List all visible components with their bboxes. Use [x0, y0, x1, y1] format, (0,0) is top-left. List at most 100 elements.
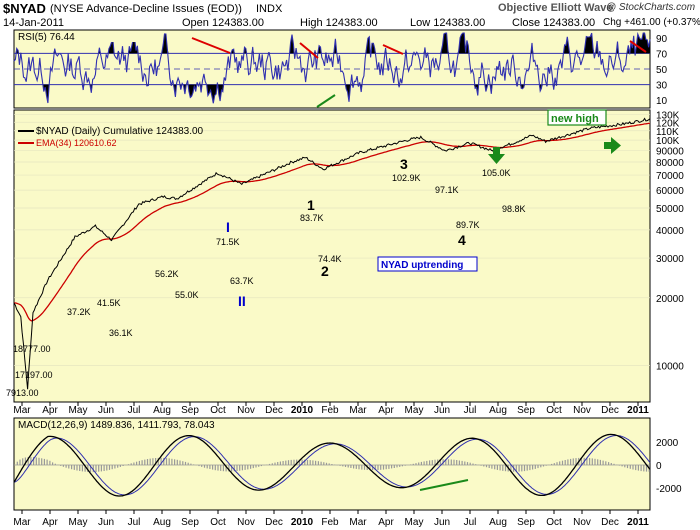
change-value: Chg +461.00 (+0.37%): [603, 17, 700, 28]
macd-x-label: May: [405, 517, 424, 528]
macd-histogram-bar: [608, 462, 610, 465]
macd-histogram-bar: [429, 460, 431, 465]
rsi-divergence-line: [191, 37, 231, 54]
price-value-label: 63.7K: [230, 276, 254, 286]
macd-histogram-bar: [491, 465, 493, 469]
macd-histogram-bar: [385, 465, 387, 470]
macd-histogram-bar: [523, 465, 526, 472]
wave-label: 4: [458, 232, 466, 248]
macd-histogram-bar: [138, 460, 140, 465]
macd-x-label: 2011: [627, 517, 649, 528]
rsi-tick-label: 70: [656, 49, 668, 60]
macd-x-label: Jul: [128, 517, 141, 528]
macd-histogram-bar: [494, 465, 496, 470]
macd-x-label: Dec: [601, 517, 619, 528]
macd-histogram-bar: [496, 465, 498, 470]
wave-label: 1: [307, 197, 315, 213]
price-x-label: Apr: [42, 405, 58, 416]
macd-histogram-bar: [466, 462, 469, 465]
macd-histogram-bar: [518, 465, 520, 472]
macd-histogram-bar: [163, 457, 165, 465]
price-tick-label: 90000: [656, 146, 684, 157]
price-panel-frame: [13, 109, 651, 403]
macd-panel: MACD(12,26,9) 1489.836, 1411.793, 78.043…: [13, 417, 682, 511]
macd-histogram-bar: [399, 465, 401, 467]
macd-histogram-bar: [182, 461, 184, 465]
macd-histogram-bar: [250, 465, 252, 469]
macd-histogram-bar: [41, 458, 43, 465]
macd-histogram-bar: [355, 465, 357, 469]
price-panel: 10000 20000 30000 40000 50000 60000 70000 80000…: [6, 109, 684, 403]
macd-histogram-bar: [49, 460, 51, 465]
macd-histogram-bar: [342, 465, 344, 467]
macd-histogram-bar: [168, 458, 170, 465]
macd-histogram-bar: [423, 461, 425, 465]
macd-histogram-bar: [293, 459, 295, 465]
macd-histogram-bar: [445, 459, 447, 465]
macd-histogram-bar: [60, 465, 62, 466]
macd-histogram-bar: [100, 465, 102, 472]
macd-histogram-bar: [382, 465, 385, 470]
macd-histogram-bar: [296, 459, 298, 465]
macd-histogram-bar: [339, 465, 341, 466]
price-x-label: Dec: [265, 405, 283, 416]
macd-histogram-bar: [396, 465, 398, 468]
macd-x-label: Apr: [42, 517, 58, 528]
macd-histogram-bar: [81, 465, 83, 472]
macd-x-label: Jul: [464, 517, 477, 528]
open-value: Open 124383.00: [182, 17, 264, 29]
price-value-label: 37.2K: [67, 307, 91, 317]
macd-histogram-bar: [301, 459, 303, 465]
price-value-label: 102.9K: [392, 173, 421, 183]
price-value-label: 41.5K: [97, 298, 121, 308]
macd-histogram-bar: [114, 465, 116, 469]
macd-histogram-bar: [217, 465, 219, 471]
green-down-arrow: [488, 147, 505, 164]
macd-histogram-bar: [515, 465, 517, 472]
price-tick-label: 70000: [656, 171, 684, 182]
close-value: Close 124383.00: [512, 17, 596, 29]
macd-histogram-bar: [212, 465, 214, 470]
wave-label: 2: [321, 263, 329, 279]
rsi-overbought-fill: [14, 33, 650, 54]
macd-x-label: Jun: [434, 517, 450, 528]
macd-histogram-bar: [43, 458, 45, 465]
macd-histogram-bar: [127, 464, 130, 465]
macd-histogram-bar: [559, 461, 561, 465]
macd-histogram-bar: [456, 460, 458, 465]
macd-histogram-bar: [103, 465, 105, 471]
macd-histogram-bar: [618, 465, 620, 466]
macd-histogram-bar: [453, 459, 455, 465]
macd-histogram-bar: [567, 459, 569, 465]
macd-histogram-bar: [165, 458, 168, 465]
macd-x-label: Dec: [265, 517, 283, 528]
macd-histogram-bar: [252, 465, 254, 469]
price-tick-label: 60000: [656, 186, 684, 197]
macd-histogram-bar: [412, 463, 414, 465]
price-x-label: Oct: [546, 405, 562, 416]
price-value-label: 36.1K: [109, 328, 133, 338]
macd-histogram-bar: [363, 465, 366, 470]
rsi-title-bg: [16, 31, 140, 42]
macd-histogram-bar: [16, 461, 18, 465]
macd-tick-label: 0: [656, 461, 662, 472]
macd-histogram-bar: [277, 462, 279, 465]
macd-histogram-bar: [260, 465, 262, 467]
new-high-label: new high: [551, 113, 599, 125]
macd-histogram-bar: [52, 462, 54, 465]
macd-histogram-bar: [499, 465, 501, 471]
rsi-tick-label: 50: [656, 65, 668, 76]
macd-histogram-bar: [176, 459, 178, 465]
macd-histogram-bar: [475, 464, 477, 465]
macd-histogram-bar: [130, 463, 132, 465]
macd-histogram-bar: [285, 460, 287, 465]
price-tick-label: 10000: [656, 362, 684, 373]
macd-histogram-bar: [439, 459, 441, 465]
macd-histogram-bar: [146, 459, 149, 465]
stockcharts-copyright: @ StockCharts.com: [606, 2, 696, 13]
macd-x-label: Sep: [181, 517, 199, 528]
macd-histogram-bar: [344, 465, 347, 467]
macd-x-label: Aug: [489, 517, 507, 528]
